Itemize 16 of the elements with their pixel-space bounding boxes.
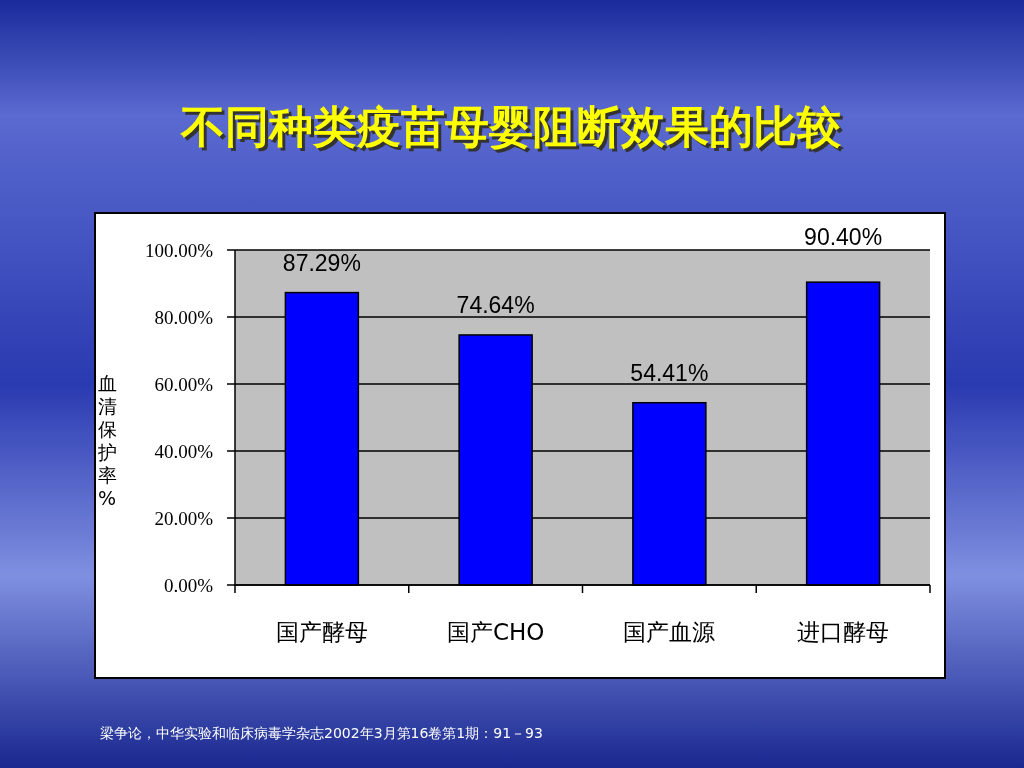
data-label: 54.41%: [630, 359, 709, 386]
data-label: 74.64%: [456, 291, 535, 318]
x-tick-label: 国产血源: [623, 619, 716, 645]
y-tick-label: 60.00%: [154, 374, 214, 395]
x-tick-label: 国产酵母: [275, 619, 368, 645]
y-tick-label: 0.00%: [163, 575, 214, 596]
y-tick-label: 80.00%: [154, 307, 214, 328]
y-tick-label: 40.00%: [154, 441, 214, 462]
x-tick-label: 进口酵母: [797, 619, 890, 645]
y-tick-label: 20.00%: [154, 508, 214, 529]
y-axis-title: 血清保护率%: [96, 372, 117, 509]
data-label: 87.29%: [282, 249, 361, 276]
data-label: 90.40%: [804, 224, 883, 250]
text: 梁争论，中华实验和临床病毒学杂志2002年3月第16卷第1期：91－93: [100, 725, 543, 741]
x-tick-label: 国产CHO: [446, 619, 545, 645]
y-tick-label: 100.00%: [144, 240, 214, 261]
